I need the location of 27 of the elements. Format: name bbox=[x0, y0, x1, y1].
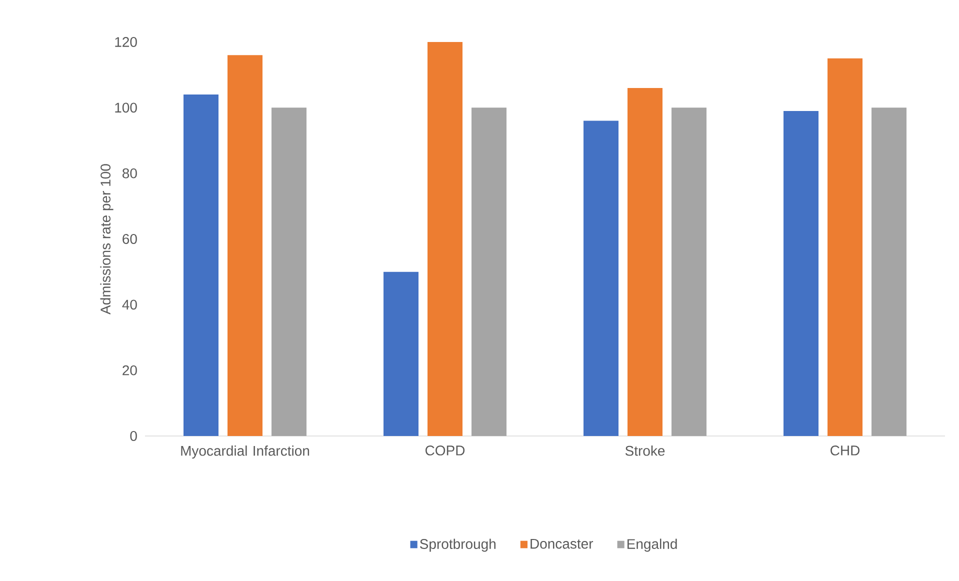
bar bbox=[672, 108, 707, 436]
y-tick-label: 20 bbox=[122, 365, 137, 376]
bar bbox=[872, 108, 907, 436]
bar bbox=[384, 272, 419, 436]
x-tick-label: CHD bbox=[830, 446, 860, 456]
bar bbox=[428, 42, 463, 436]
x-tick-label: COPD bbox=[426, 446, 465, 456]
x-tick-label: Myocardial Infarction bbox=[181, 446, 310, 459]
y-tick-label: 60 bbox=[122, 234, 137, 244]
bar bbox=[228, 55, 263, 436]
y-tick-label: 80 bbox=[122, 168, 137, 178]
y-tick-label: 0 bbox=[130, 431, 137, 441]
bar bbox=[784, 110, 819, 436]
bar bbox=[828, 58, 863, 436]
y-tick-label: 120 bbox=[115, 37, 137, 47]
legend-label: Doncaster bbox=[530, 538, 594, 549]
bar bbox=[584, 120, 619, 436]
bar bbox=[184, 94, 218, 436]
legend-label: Sprotbrough bbox=[420, 538, 496, 552]
y-tick-label: 40 bbox=[122, 300, 137, 310]
x-tick-label: Stroke bbox=[625, 446, 665, 456]
bar bbox=[272, 108, 307, 436]
bar bbox=[472, 108, 507, 436]
y-axis-title: Admissions rate per 100 bbox=[100, 164, 114, 314]
legend-label: Engalnd bbox=[628, 538, 677, 552]
bar bbox=[628, 88, 663, 436]
y-tick-label: 100 bbox=[115, 102, 137, 113]
